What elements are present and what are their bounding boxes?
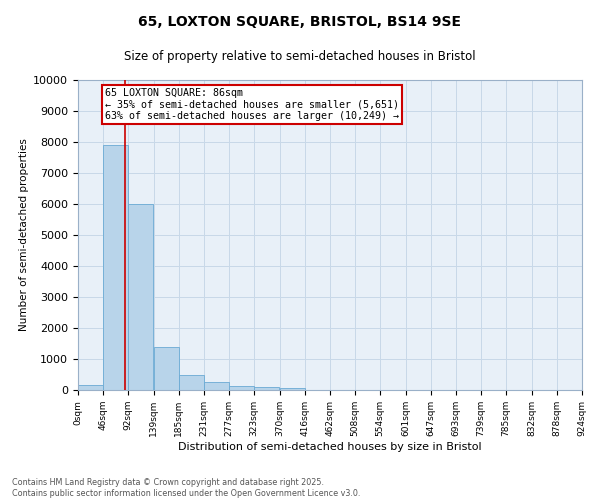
Bar [154,346,179,390]
Text: Size of property relative to semi-detached houses in Bristol: Size of property relative to semi-detach… [124,50,476,63]
Bar [204,382,229,390]
Text: 65 LOXTON SQUARE: 86sqm
← 35% of semi-detached houses are smaller (5,651)
63% of: 65 LOXTON SQUARE: 86sqm ← 35% of semi-de… [105,88,399,121]
X-axis label: Distribution of semi-detached houses by size in Bristol: Distribution of semi-detached houses by … [178,442,482,452]
Bar [254,387,279,390]
Bar [78,386,103,390]
Text: 65, LOXTON SQUARE, BRISTOL, BS14 9SE: 65, LOXTON SQUARE, BRISTOL, BS14 9SE [139,15,461,29]
Bar [280,388,305,390]
Text: Contains HM Land Registry data © Crown copyright and database right 2025.
Contai: Contains HM Land Registry data © Crown c… [12,478,361,498]
Bar [179,374,204,390]
Bar [103,145,128,390]
Bar [128,204,153,390]
Y-axis label: Number of semi-detached properties: Number of semi-detached properties [19,138,29,332]
Bar [229,386,254,390]
